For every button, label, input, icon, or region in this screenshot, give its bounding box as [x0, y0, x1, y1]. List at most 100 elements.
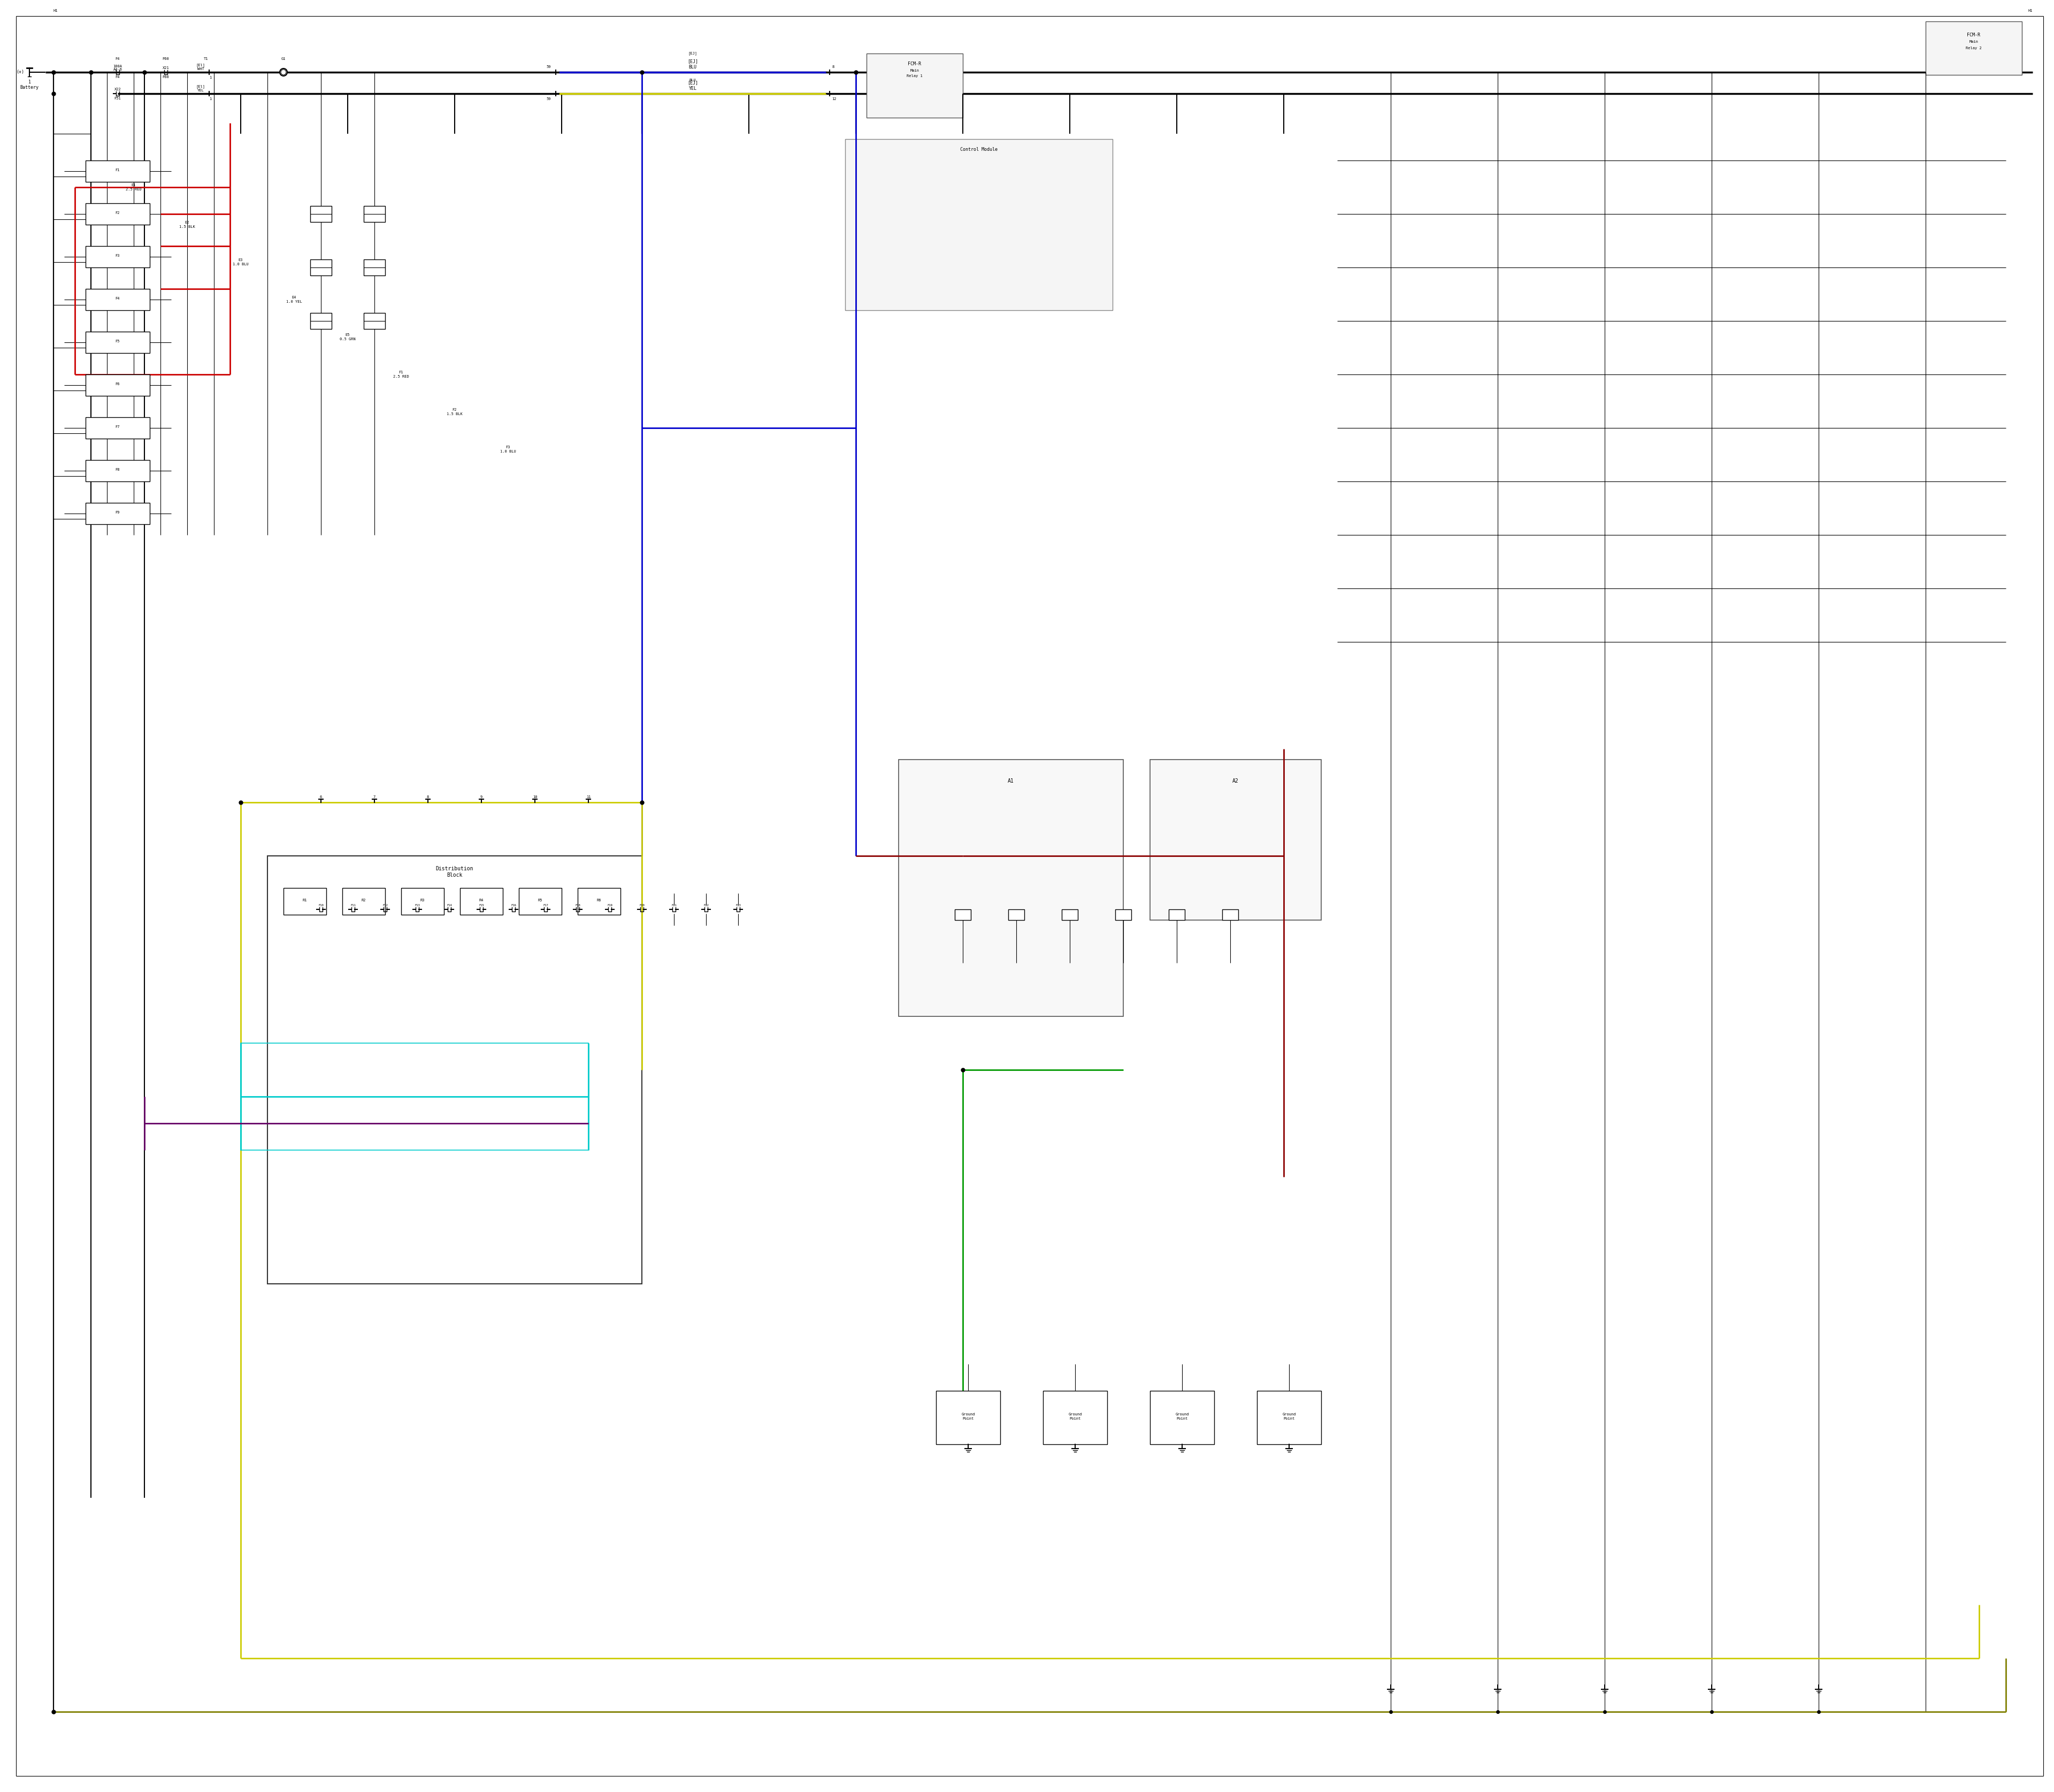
Text: F14: F14 [446, 903, 452, 907]
Text: 1: 1 [210, 75, 212, 79]
Bar [955, 909, 972, 919]
Text: F4: F4 [115, 297, 119, 299]
Text: 8: 8 [832, 65, 834, 68]
Text: X21: X21 [162, 66, 168, 70]
Text: F2: F2 [115, 211, 119, 215]
Text: 59: 59 [546, 65, 550, 68]
Bar [283, 889, 327, 914]
Bar [1115, 909, 1132, 919]
Bar [86, 375, 150, 396]
Bar [577, 889, 620, 914]
Text: F20: F20 [639, 903, 645, 907]
Text: X22: X22 [115, 88, 121, 91]
Text: F15: F15 [479, 903, 485, 907]
Text: F60: F60 [162, 75, 168, 79]
Text: F7: F7 [115, 425, 119, 428]
Text: Ground
Point: Ground Point [1282, 1414, 1296, 1419]
Text: F3: F3 [115, 254, 119, 258]
Text: F16: F16 [511, 903, 516, 907]
Bar [1927, 22, 2021, 75]
Text: R6: R6 [598, 898, 602, 901]
Text: 6: 6 [320, 796, 322, 799]
Text: Ground
Point: Ground Point [1068, 1414, 1082, 1419]
Text: E1
2.5 RED: E1 2.5 RED [125, 185, 142, 190]
Bar [1043, 1391, 1107, 1444]
Text: 1: 1 [210, 97, 212, 100]
Text: A1: A1 [1009, 778, 1015, 783]
Text: 7: 7 [374, 796, 376, 799]
Bar [267, 857, 641, 1283]
Bar [86, 504, 150, 525]
Text: 9: 9 [481, 796, 483, 799]
Text: F19: F19 [608, 903, 612, 907]
Text: BLU: BLU [690, 79, 696, 82]
Bar [86, 332, 150, 353]
Bar [310, 260, 331, 276]
Text: FCM-R: FCM-R [908, 61, 922, 66]
Text: F11: F11 [351, 903, 355, 907]
Text: 59: 59 [546, 97, 550, 100]
Text: A2: A2 [1232, 778, 1239, 783]
Text: H1: H1 [2027, 9, 2033, 13]
Text: F12: F12 [382, 903, 388, 907]
Bar [364, 260, 386, 276]
Text: Ground
Point: Ground Point [961, 1414, 976, 1419]
Bar [844, 140, 1113, 310]
Text: 100A
A4-6: 100A A4-6 [113, 65, 123, 72]
Text: F4: F4 [115, 75, 119, 79]
Bar [86, 461, 150, 482]
Text: Main: Main [910, 70, 920, 72]
Bar [460, 889, 503, 914]
Text: F8: F8 [115, 468, 119, 471]
Text: Battery: Battery [21, 84, 39, 90]
Text: G1: G1 [281, 57, 286, 61]
Text: F2
1.5 BLK: F2 1.5 BLK [446, 409, 462, 416]
Text: R3: R3 [421, 898, 425, 901]
Bar [1150, 760, 1321, 919]
Text: R5: R5 [538, 898, 542, 901]
Text: F51: F51 [115, 97, 121, 100]
Text: F18: F18 [575, 903, 581, 907]
Text: Control Module: Control Module [959, 147, 998, 152]
Text: [El]
YEL: [El] YEL [195, 84, 205, 91]
Bar [1062, 909, 1078, 919]
Text: 1: 1 [29, 79, 31, 84]
Bar [364, 314, 386, 330]
Text: E2
1.5 BLK: E2 1.5 BLK [179, 220, 195, 228]
Bar [310, 206, 331, 222]
Text: R1: R1 [302, 898, 308, 901]
Bar [1150, 1391, 1214, 1444]
Text: [El]
WHT: [El] WHT [195, 63, 205, 70]
Text: Relay 1: Relay 1 [906, 73, 922, 77]
Text: E5
0.5 GRN: E5 0.5 GRN [339, 333, 355, 340]
Text: F22: F22 [702, 903, 709, 907]
Text: 12: 12 [832, 97, 836, 100]
Text: Main: Main [1970, 39, 1978, 43]
Bar [520, 889, 561, 914]
Text: E3
1.0 BLU: E3 1.0 BLU [232, 258, 249, 265]
Text: [EJ]
BLU: [EJ] BLU [688, 59, 698, 70]
Bar [364, 206, 386, 222]
Text: F13: F13 [415, 903, 419, 907]
Text: FCM-R: FCM-R [1968, 32, 1980, 38]
Text: (+): (+) [16, 70, 25, 75]
Text: E4
1.0 YEL: E4 1.0 YEL [286, 296, 302, 303]
Bar [343, 889, 386, 914]
Text: F4: F4 [115, 57, 119, 61]
Bar [1009, 909, 1025, 919]
Text: F21: F21 [672, 903, 676, 907]
Text: 8: 8 [427, 796, 429, 799]
Bar [1169, 909, 1185, 919]
Bar [240, 1043, 587, 1150]
Text: F3
1.0 BLU: F3 1.0 BLU [501, 446, 516, 453]
Text: R2: R2 [362, 898, 366, 901]
Text: F5: F5 [115, 340, 119, 342]
Text: Relay 2: Relay 2 [1966, 47, 1982, 50]
Circle shape [281, 70, 286, 75]
Text: F10: F10 [318, 903, 325, 907]
Bar [86, 202, 150, 224]
Text: T1: T1 [203, 57, 207, 61]
Bar [1257, 1391, 1321, 1444]
Bar [86, 161, 150, 181]
Bar [86, 418, 150, 439]
